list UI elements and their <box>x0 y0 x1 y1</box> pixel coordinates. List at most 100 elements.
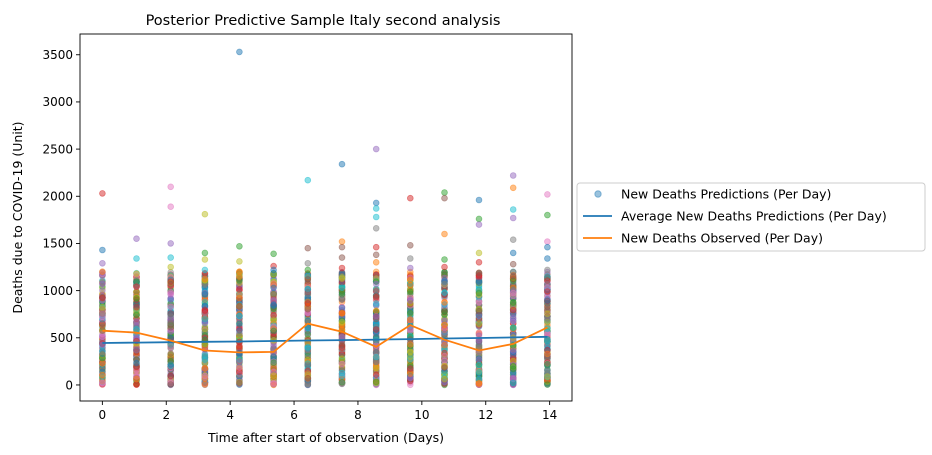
prediction-point <box>99 379 106 387</box>
prediction-point <box>133 375 140 383</box>
prediction-point <box>201 280 209 288</box>
prediction-point <box>236 332 243 340</box>
prediction-point <box>236 355 243 363</box>
prediction-point <box>372 280 380 288</box>
prediction-point <box>236 290 243 298</box>
prediction-point <box>99 309 106 317</box>
prediction-point <box>270 302 277 310</box>
prediction-point <box>236 367 243 375</box>
prediction-point <box>201 342 209 350</box>
prediction-point <box>270 316 277 324</box>
prediction-point <box>201 279 209 286</box>
prediction-point <box>270 305 277 313</box>
prediction-point <box>167 350 175 357</box>
prediction-point <box>270 333 277 341</box>
prediction-point <box>167 310 175 317</box>
prediction-point <box>270 370 277 378</box>
prediction-point <box>236 294 243 301</box>
prediction-point <box>270 363 277 371</box>
prediction-point <box>167 327 175 335</box>
prediction-outlier-point <box>99 246 106 254</box>
prediction-point <box>99 306 106 314</box>
prediction-point <box>236 302 243 310</box>
prediction-point <box>167 322 175 329</box>
prediction-point <box>167 300 175 307</box>
prediction-point <box>133 346 140 354</box>
prediction-point <box>99 299 106 307</box>
prediction-point <box>167 363 175 370</box>
prediction-point <box>99 306 106 314</box>
prediction-point <box>201 366 209 374</box>
prediction-point <box>99 291 106 299</box>
prediction-point <box>167 300 175 308</box>
prediction-point <box>270 331 277 339</box>
prediction-point <box>167 325 175 333</box>
prediction-point <box>270 353 277 360</box>
prediction-point <box>338 372 346 380</box>
prediction-point <box>236 320 243 327</box>
prediction-point <box>99 355 106 363</box>
prediction-point <box>201 366 209 374</box>
prediction-point <box>236 354 243 361</box>
prediction-point <box>201 279 209 286</box>
prediction-point <box>270 372 277 379</box>
prediction-point <box>99 293 106 301</box>
prediction-point <box>167 277 175 285</box>
prediction-point <box>201 276 209 283</box>
prediction-point <box>99 359 106 366</box>
prediction-outlier-point <box>304 176 312 184</box>
prediction-point <box>201 307 209 315</box>
prediction-point <box>270 376 277 383</box>
prediction-point <box>236 305 243 312</box>
prediction-point <box>99 374 106 382</box>
prediction-point <box>338 284 346 292</box>
prediction-point <box>201 310 209 318</box>
prediction-point <box>167 320 175 328</box>
prediction-point <box>236 296 243 304</box>
prediction-point <box>167 376 175 383</box>
prediction-point <box>201 281 209 289</box>
prediction-point <box>99 284 106 292</box>
prediction-point <box>270 293 277 301</box>
prediction-point <box>201 366 209 374</box>
prediction-outlier-point <box>406 264 414 272</box>
prediction-point <box>236 301 243 308</box>
prediction-point <box>201 307 209 314</box>
prediction-point <box>167 380 175 388</box>
prediction-point <box>338 318 346 326</box>
prediction-point <box>167 329 175 337</box>
prediction-point <box>236 295 243 303</box>
prediction-point <box>167 380 175 388</box>
prediction-point <box>270 296 277 304</box>
x-axis-label: Time after start of observation (Days) <box>207 430 444 445</box>
prediction-point <box>236 356 243 363</box>
prediction-point <box>167 331 175 339</box>
prediction-point <box>304 381 312 388</box>
prediction-point <box>201 319 209 327</box>
prediction-point <box>201 325 209 333</box>
prediction-point <box>201 372 209 380</box>
prediction-point <box>236 315 243 323</box>
prediction-point <box>99 373 106 381</box>
prediction-point <box>133 372 140 380</box>
prediction-outlier-point <box>475 221 483 228</box>
prediction-point <box>99 303 106 310</box>
prediction-point <box>133 325 140 333</box>
prediction-point <box>167 318 175 326</box>
chart-title: Posterior Predictive Sample Italy second… <box>146 13 501 29</box>
prediction-point <box>167 365 175 373</box>
prediction-point <box>201 315 209 323</box>
prediction-point <box>270 378 277 385</box>
prediction-point <box>201 303 209 311</box>
prediction-outlier-point <box>201 256 209 263</box>
prediction-point <box>99 315 106 323</box>
prediction-point <box>201 371 209 379</box>
prediction-point <box>167 279 175 287</box>
prediction-point <box>236 326 243 334</box>
prediction-point <box>133 322 140 329</box>
prediction-point <box>270 299 277 307</box>
prediction-point <box>167 310 175 318</box>
prediction-point <box>99 297 106 304</box>
prediction-point <box>236 361 243 369</box>
prediction-point <box>201 381 209 389</box>
